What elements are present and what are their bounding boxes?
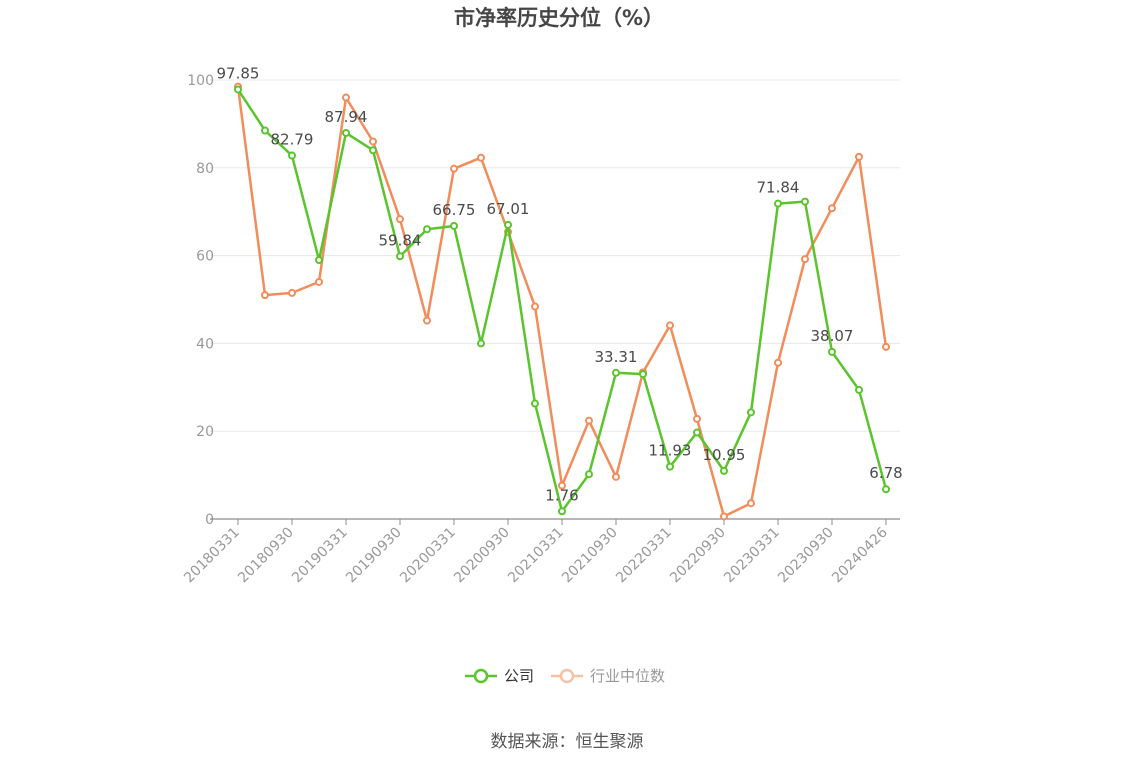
x-tick-label: 20220930 <box>667 525 729 587</box>
data-label: 82.79 <box>271 131 314 149</box>
industry-data-point <box>801 255 809 264</box>
series-layer <box>234 82 890 521</box>
company-data-point <box>288 151 296 160</box>
y-tick-label: 20 <box>196 424 214 440</box>
industry-data-point <box>342 93 350 102</box>
data-label: 71.84 <box>757 179 800 197</box>
company-data-point <box>342 128 350 137</box>
x-tick-label: 20210930 <box>559 525 621 587</box>
data-label: 1.76 <box>545 486 578 504</box>
company-data-point <box>558 507 566 516</box>
y-tick-label: 100 <box>187 73 214 89</box>
data-label: 6.78 <box>869 464 902 482</box>
x-tick-label: 20210331 <box>505 525 567 587</box>
company-data-point <box>747 408 755 417</box>
industry-series-line <box>236 86 888 518</box>
data-label: 87.94 <box>325 108 368 126</box>
industry-data-point <box>315 277 323 286</box>
legend-marker-icon <box>473 668 489 684</box>
company-data-point <box>423 225 431 234</box>
legend-label: 公司 <box>504 667 534 685</box>
industry-data-point <box>612 472 620 481</box>
data-label: 59.84 <box>379 231 422 249</box>
legend: 公司 行业中位数 <box>465 667 665 685</box>
company-data-point <box>855 385 863 394</box>
company-data-point <box>693 428 701 437</box>
company-data-point <box>828 347 836 356</box>
industry-data-point <box>450 164 458 173</box>
source-text: 数据来源：恒生聚源 <box>491 732 644 752</box>
x-tick-label: 20180930 <box>235 525 297 587</box>
company-data-point <box>450 221 458 230</box>
industry-data-point <box>693 414 701 423</box>
company-data-point <box>801 197 809 206</box>
industry-data-point <box>396 215 404 224</box>
grid-layer <box>210 79 900 432</box>
data-label: 97.85 <box>217 64 260 82</box>
industry-data-point <box>477 153 485 162</box>
x-tick-label: 20230930 <box>775 525 837 587</box>
legend-marker-icon <box>559 668 575 684</box>
company-data-point <box>774 199 782 208</box>
axis-layer: 0 20 40 60 80 100 2018033120180930201903312019… <box>181 73 900 586</box>
company-data-point <box>234 85 242 94</box>
company-data-point <box>396 252 404 261</box>
company-series-line <box>236 88 888 513</box>
company-data-point <box>585 470 593 479</box>
legend-label: 行业中位数 <box>590 667 665 685</box>
company-data-point <box>720 466 728 475</box>
company-data-point <box>639 370 647 379</box>
industry-data-point <box>828 204 836 213</box>
industry-data-point <box>666 321 674 330</box>
company-data-point <box>369 146 377 155</box>
industry-data-point <box>423 316 431 325</box>
x-tick-label: 20180331 <box>181 525 243 587</box>
company-data-point <box>612 368 620 377</box>
legend-item-company: 公司 <box>465 667 534 685</box>
industry-data-point <box>747 499 755 508</box>
x-tick-label: 20200930 <box>451 525 513 587</box>
industry-data-point <box>720 512 728 521</box>
industry-data-point <box>882 342 890 351</box>
company-data-point <box>477 339 485 348</box>
industry-data-point <box>558 481 566 490</box>
data-label: 66.75 <box>433 201 476 219</box>
industry-data-point <box>531 302 539 311</box>
data-label: 33.31 <box>595 348 638 366</box>
data-label: 38.07 <box>811 327 854 345</box>
chart-title: 市净率历史分位（%） <box>454 6 664 30</box>
y-tick-label: 0 <box>205 512 214 528</box>
industry-data-point <box>288 288 296 297</box>
y-tick-label: 40 <box>196 336 214 352</box>
x-tick-label: 20230331 <box>721 525 783 587</box>
data-label: 67.01 <box>487 200 530 218</box>
industry-data-point <box>855 152 863 161</box>
legend-item-industry: 行业中位数 <box>551 667 665 685</box>
y-tick-label: 80 <box>196 161 214 177</box>
company-data-point <box>315 255 323 264</box>
x-tick-label: 20200331 <box>397 525 459 587</box>
company-data-point <box>531 399 539 408</box>
company-data-point <box>882 485 890 494</box>
company-data-point <box>504 220 512 229</box>
industry-data-point <box>261 291 269 300</box>
company-data-point <box>666 462 674 471</box>
x-tick-label: 20190930 <box>343 525 405 587</box>
x-tick-label: 20190331 <box>289 525 351 587</box>
y-tick-label: 60 <box>196 249 214 265</box>
industry-data-point <box>774 358 782 367</box>
industry-data-point <box>369 137 377 146</box>
x-tick-label: 20240426 <box>829 524 891 586</box>
x-tick-label: 20220331 <box>613 525 675 587</box>
industry-data-point <box>585 416 593 425</box>
company-data-point <box>261 126 269 135</box>
label-layer: 97.85 82.79 87.94 59.84 66.75 67.01 1.76 33.31 1… <box>217 64 903 504</box>
data-label: 10.95 <box>703 446 746 464</box>
data-label: 11.93 <box>649 442 692 460</box>
